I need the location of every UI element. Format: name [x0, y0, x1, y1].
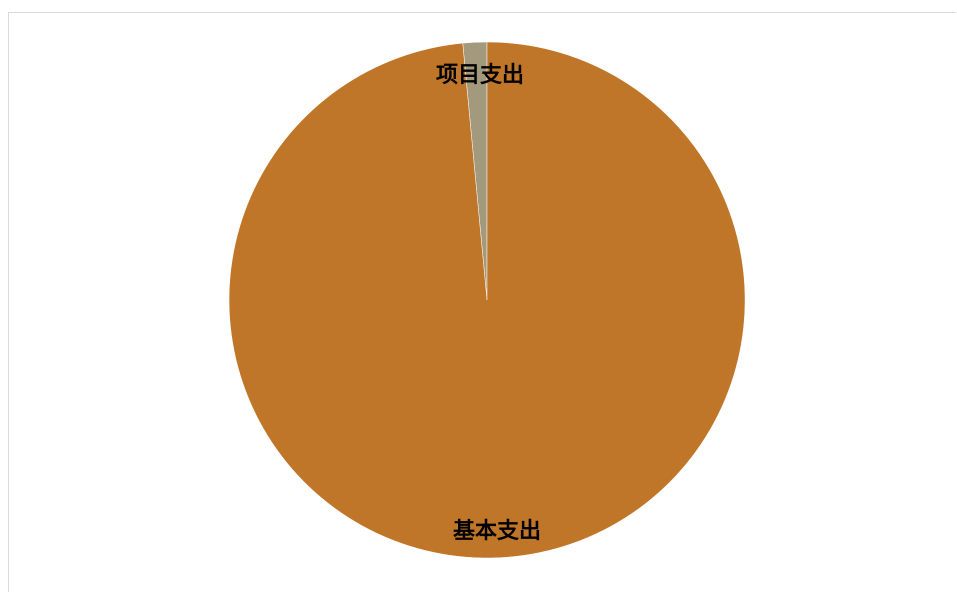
slice-label-basic-expenditure: 基本支出	[453, 519, 541, 544]
pie-slices	[228, 41, 746, 559]
pie-slice-basic-expenditure	[228, 41, 746, 559]
slice-label-project-expenditure: 项目支出	[436, 63, 524, 88]
